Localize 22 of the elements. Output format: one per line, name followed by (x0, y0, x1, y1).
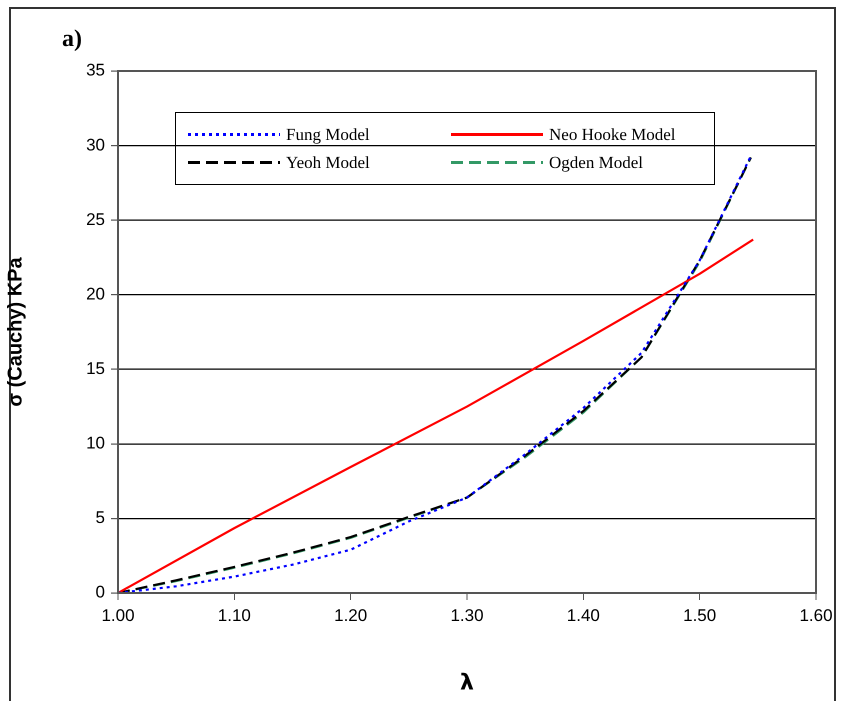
y-tick-label: 15 (86, 358, 105, 378)
y-tick-label: 30 (86, 135, 105, 154)
y-tick-label: 20 (86, 284, 105, 304)
x-tick-label: 1.50 (683, 606, 716, 625)
legend-label: Ogden Model (549, 152, 643, 172)
y-tick-label: 5 (96, 508, 105, 528)
legend-label: Neo Hooke Model (549, 124, 676, 144)
x-tick-label: 1.60 (799, 606, 833, 625)
y-tick-label: 10 (86, 434, 105, 453)
legend-label: Yeoh Model (286, 152, 370, 172)
x-axis-title: λ (460, 670, 474, 696)
x-tick-label: 1.40 (566, 606, 600, 625)
y-axis-title: σ (Cauchy) KPa (4, 256, 27, 407)
x-tick-label: 1.00 (101, 606, 135, 625)
x-tick-label: 1.10 (218, 606, 251, 625)
y-tick-label: 0 (96, 582, 105, 602)
x-tick-label: 1.30 (450, 606, 484, 625)
y-tick-label: 35 (86, 60, 105, 80)
legend-label: Fung Model (286, 124, 370, 144)
text: a) (62, 26, 82, 53)
y-tick-label: 25 (86, 210, 105, 229)
x-tick-label: 1.20 (334, 606, 368, 625)
